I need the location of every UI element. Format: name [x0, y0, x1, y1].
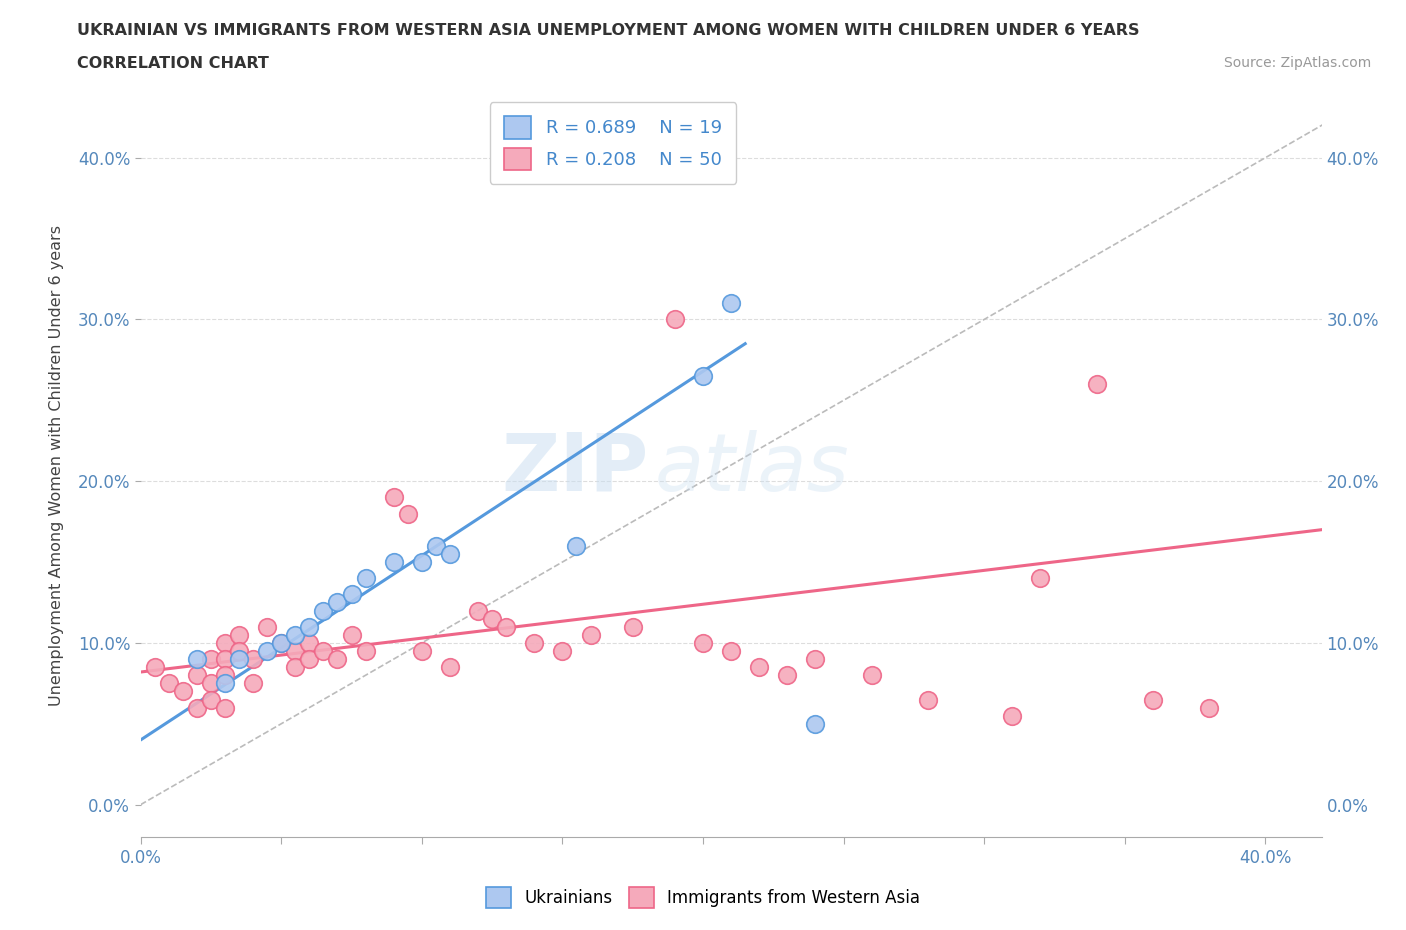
Point [326, 652, 349, 667]
Point [228, 628, 250, 643]
Point [214, 652, 236, 667]
Point [298, 619, 321, 634]
Point [382, 554, 405, 569]
Point [692, 635, 714, 650]
Point [172, 684, 194, 698]
Point [1085, 377, 1108, 392]
Point [340, 587, 363, 602]
Point [214, 635, 236, 650]
Point [1198, 700, 1220, 715]
Point [256, 619, 278, 634]
Point [228, 644, 250, 658]
Point [214, 668, 236, 683]
Point [382, 490, 405, 505]
Point [270, 635, 292, 650]
Point [228, 652, 250, 667]
Point [284, 644, 307, 658]
Point [284, 628, 307, 643]
Point [523, 635, 546, 650]
Text: ZIP: ZIP [501, 430, 648, 508]
Point [467, 604, 489, 618]
Text: CORRELATION CHART: CORRELATION CHART [77, 56, 269, 71]
Point [664, 312, 686, 326]
Point [284, 659, 307, 674]
Point [396, 506, 419, 521]
Point [186, 700, 208, 715]
Point [804, 716, 827, 731]
Point [692, 368, 714, 383]
Point [214, 676, 236, 691]
Point [354, 644, 377, 658]
Point [1029, 571, 1052, 586]
Point [860, 668, 883, 683]
Point [720, 296, 742, 311]
Text: atlas: atlas [654, 430, 849, 508]
Legend: R = 0.689    N = 19, R = 0.208    N = 50: R = 0.689 N = 19, R = 0.208 N = 50 [489, 102, 737, 184]
Point [214, 700, 236, 715]
Point [804, 652, 827, 667]
Point [157, 676, 180, 691]
Legend: Ukrainians, Immigrants from Western Asia: Ukrainians, Immigrants from Western Asia [479, 881, 927, 914]
Point [270, 635, 292, 650]
Point [200, 692, 222, 707]
Y-axis label: Unemployment Among Women with Children Under 6 years: Unemployment Among Women with Children U… [49, 224, 63, 706]
Point [326, 595, 349, 610]
Point [143, 659, 166, 674]
Point [242, 676, 264, 691]
Point [256, 644, 278, 658]
Point [720, 644, 742, 658]
Point [200, 652, 222, 667]
Point [312, 644, 335, 658]
Point [551, 644, 574, 658]
Point [340, 628, 363, 643]
Text: Source: ZipAtlas.com: Source: ZipAtlas.com [1223, 56, 1371, 70]
Point [1142, 692, 1164, 707]
Point [579, 628, 602, 643]
Point [200, 676, 222, 691]
Point [1001, 709, 1024, 724]
Point [481, 611, 503, 626]
Point [242, 652, 264, 667]
Point [439, 659, 461, 674]
Point [917, 692, 939, 707]
Point [298, 635, 321, 650]
Text: UKRAINIAN VS IMMIGRANTS FROM WESTERN ASIA UNEMPLOYMENT AMONG WOMEN WITH CHILDREN: UKRAINIAN VS IMMIGRANTS FROM WESTERN ASI… [77, 23, 1140, 38]
Point [354, 571, 377, 586]
Point [495, 619, 517, 634]
Point [411, 554, 433, 569]
Point [312, 604, 335, 618]
Point [186, 668, 208, 683]
Point [621, 619, 644, 634]
Point [565, 538, 588, 553]
Point [186, 652, 208, 667]
Point [425, 538, 447, 553]
Point [776, 668, 799, 683]
Point [298, 652, 321, 667]
Point [411, 644, 433, 658]
Point [439, 547, 461, 562]
Point [748, 659, 770, 674]
